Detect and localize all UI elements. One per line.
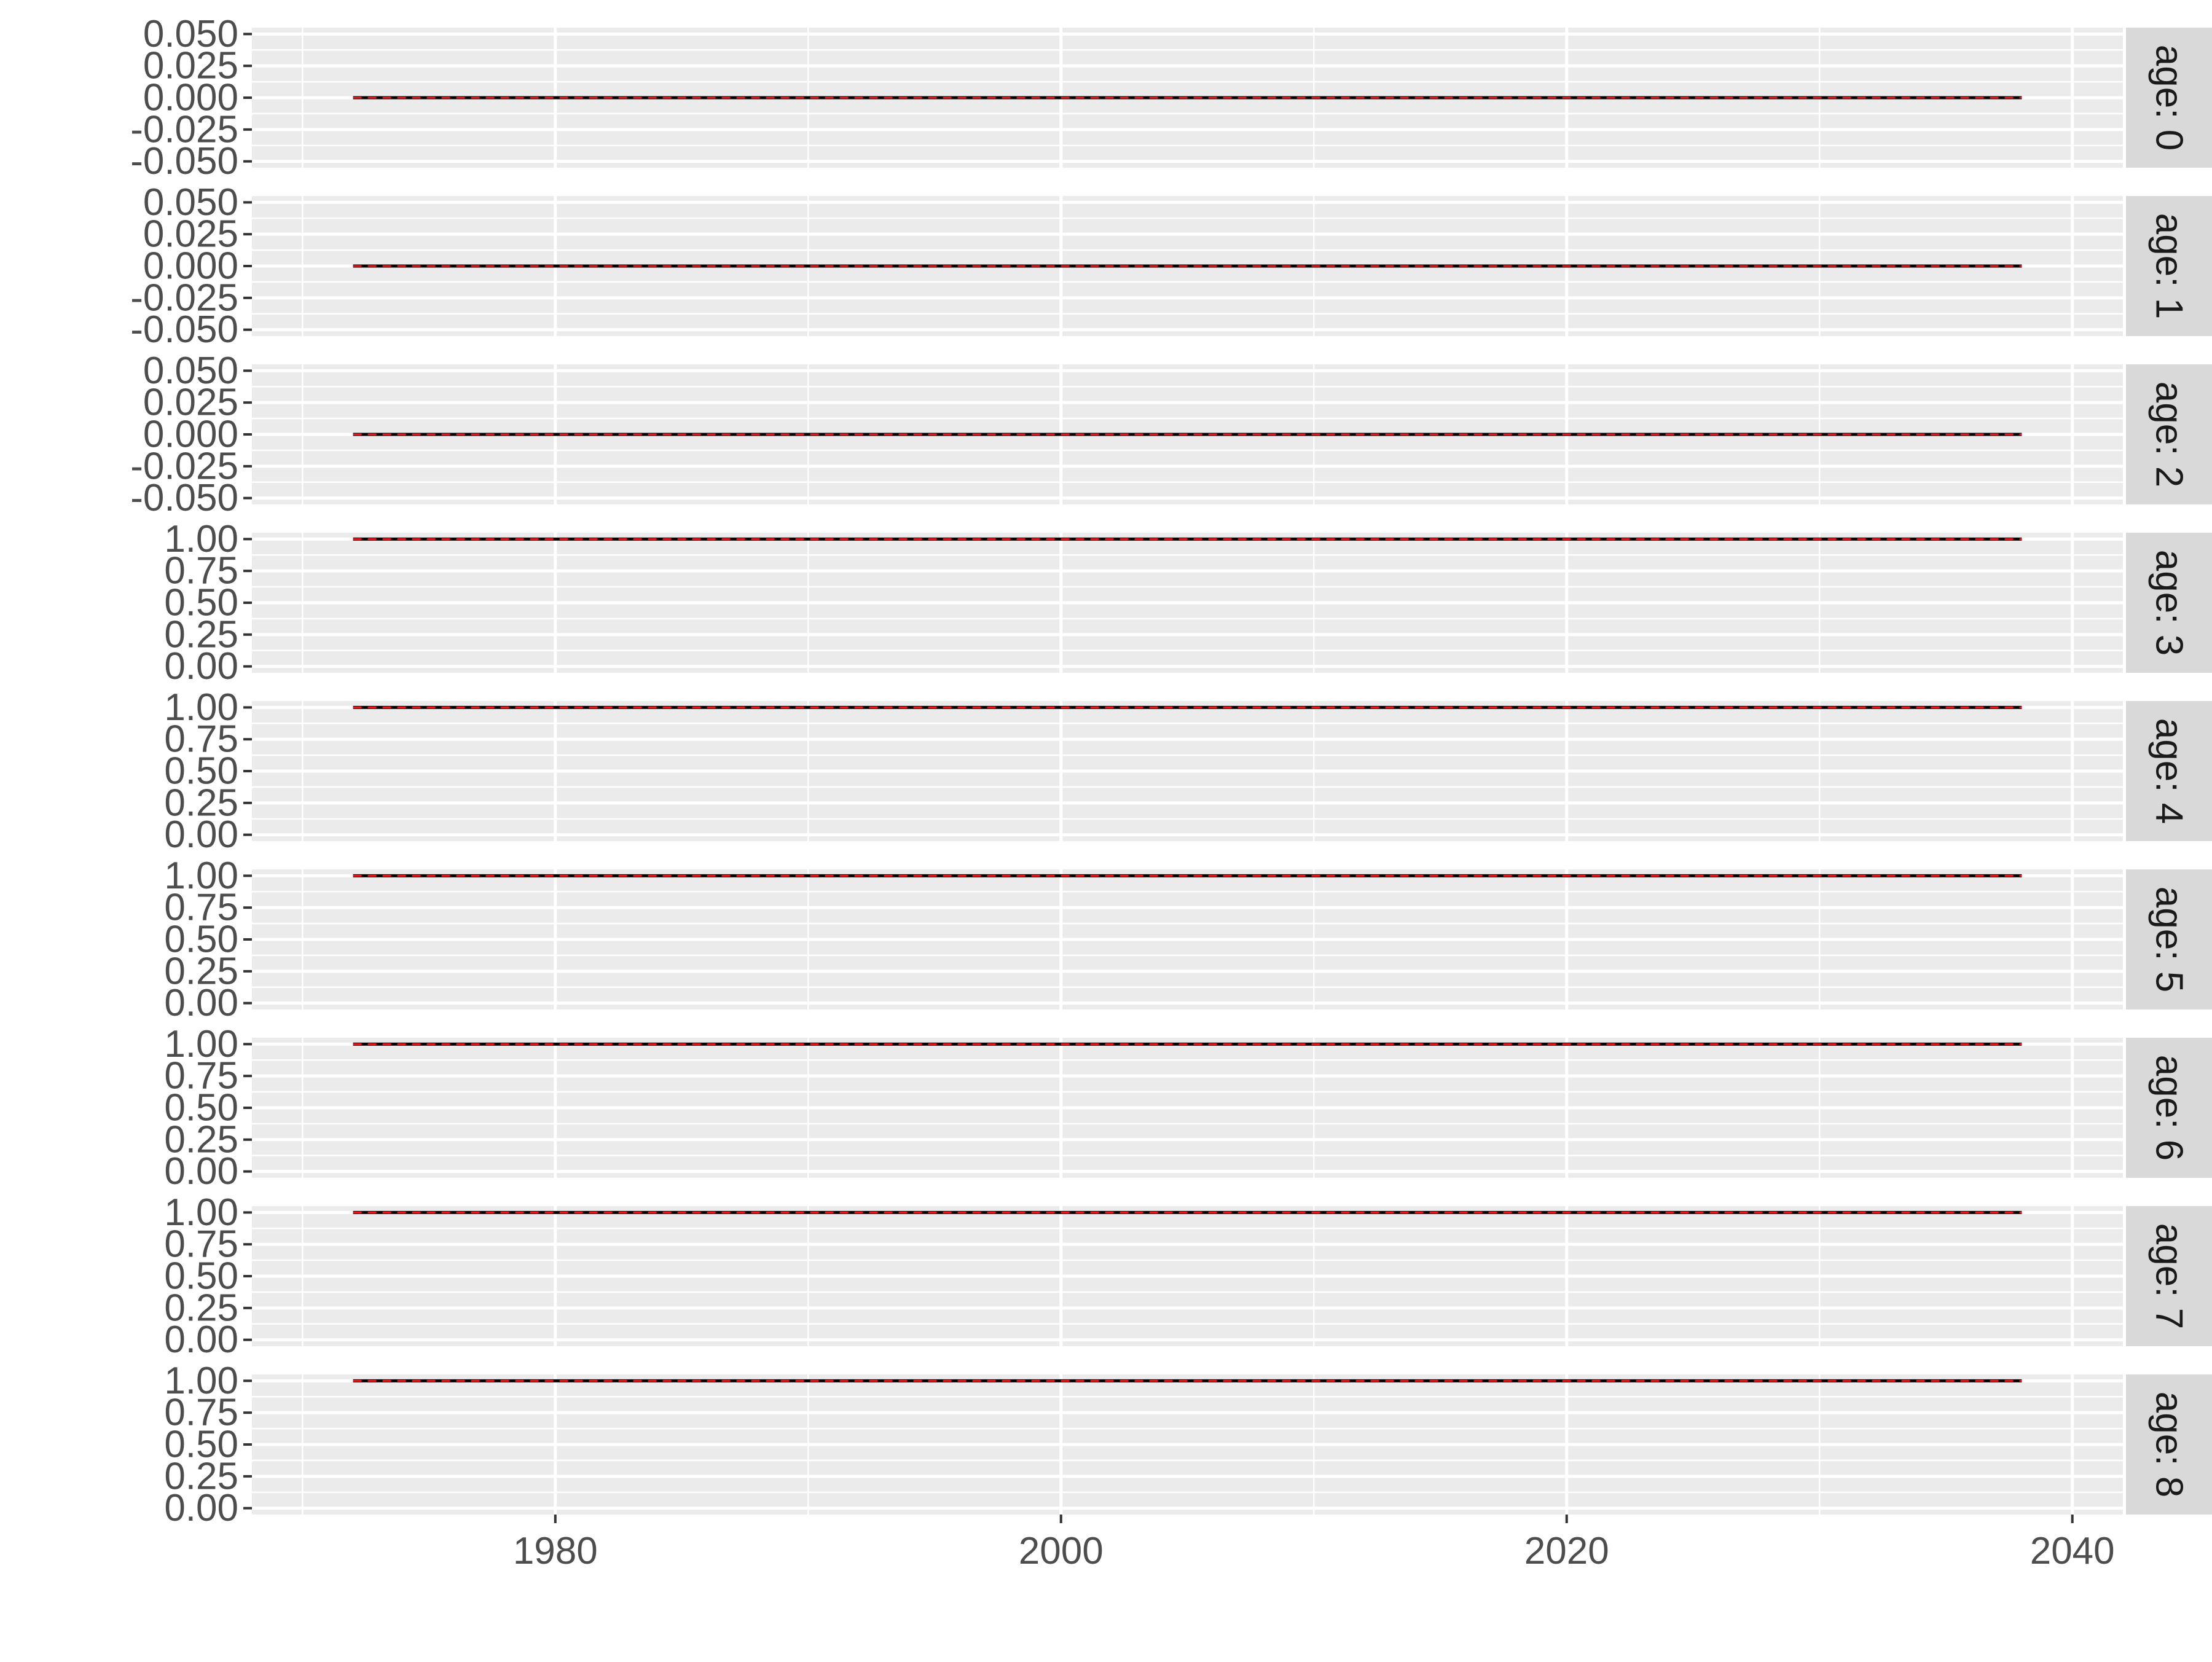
y-tick-label: -0.025 [130,276,238,319]
facet-strip-label: age: 3 [2148,550,2190,656]
y-tick-label: 0.50 [164,1255,238,1298]
y-tick-label: 0.50 [164,919,238,961]
y-tick-label: 0.00 [164,813,238,856]
y-tick-label: -0.025 [130,108,238,151]
y-tick-label: -0.025 [130,445,238,487]
y-tick-label: 1.00 [164,1360,238,1402]
y-tick-label: 0.25 [164,613,238,656]
facet-strip [2126,869,2212,1009]
y-tick-label: 0.00 [164,645,238,688]
x-tick-label: 1980 [513,1530,598,1572]
facet-strip [2126,196,2212,336]
facet-strip-label: age: 2 [2148,382,2190,487]
y-tick-label: 1.00 [164,1023,238,1065]
x-tick-label: 2020 [1524,1530,1609,1572]
y-tick-label: 0.000 [143,77,238,119]
y-tick-label: 0.75 [164,887,238,929]
facet-strip [2126,701,2212,841]
y-tick-label: 0.00 [164,1150,238,1193]
y-tick-label: -0.050 [130,477,238,519]
y-tick-label: 0.00 [164,1319,238,1361]
facet-strip-label: age: 8 [2148,1392,2190,1497]
facet-strip [2126,1038,2212,1178]
facet-strip-label: age: 1 [2148,213,2190,319]
y-tick-label: -0.050 [130,308,238,351]
y-tick-label: 0.00 [164,982,238,1024]
y-tick-label: 0.50 [164,750,238,793]
facet-strip-label: age: 4 [2148,718,2190,824]
facet-strip [2126,533,2212,673]
facet-strip-label: age: 7 [2148,1223,2190,1329]
y-tick-label: 0.50 [164,1424,238,1466]
y-tick-label: 0.25 [164,950,238,992]
y-tick-label: 0.75 [164,718,238,761]
y-tick-label: 0.50 [164,1087,238,1129]
y-tick-label: 0.25 [164,1287,238,1329]
facet-strip [2126,1206,2212,1346]
y-tick-label: 0.25 [164,1118,238,1161]
facet-strip [2126,28,2212,168]
y-tick-label: 1.00 [164,518,238,560]
y-tick-label: 0.00 [164,1487,238,1529]
y-tick-label: 0.50 [164,582,238,624]
y-tick-label: 0.025 [143,45,238,87]
y-tick-label: 1.00 [164,855,238,897]
y-tick-label: 0.025 [143,213,238,256]
y-tick-label: 0.050 [143,350,238,392]
y-tick-label: 1.00 [164,1191,238,1234]
y-tick-label: 0.75 [164,1392,238,1434]
x-tick-label: 2000 [1019,1530,1104,1572]
facet-strip-label: age: 5 [2148,887,2190,992]
y-tick-label: 0.75 [164,550,238,592]
y-tick-label: 1.00 [164,686,238,729]
y-tick-label: 0.050 [143,13,238,55]
y-tick-label: 0.25 [164,1455,238,1497]
x-tick-label: 2040 [2030,1530,2115,1572]
facet-strip-label: age: 0 [2148,45,2190,151]
y-tick-label: 0.050 [143,181,238,224]
y-tick-label: 0.000 [143,245,238,288]
y-tick-label: 0.025 [143,382,238,424]
facet-strip-label: age: 6 [2148,1055,2190,1161]
y-tick-label: 0.000 [143,414,238,456]
y-tick-label: 0.75 [164,1055,238,1097]
y-tick-label: -0.050 [130,140,238,182]
y-tick-label: 0.75 [164,1223,238,1266]
facet-strip [2126,1374,2212,1515]
y-tick-label: 0.25 [164,782,238,824]
facet-strip [2126,364,2212,504]
